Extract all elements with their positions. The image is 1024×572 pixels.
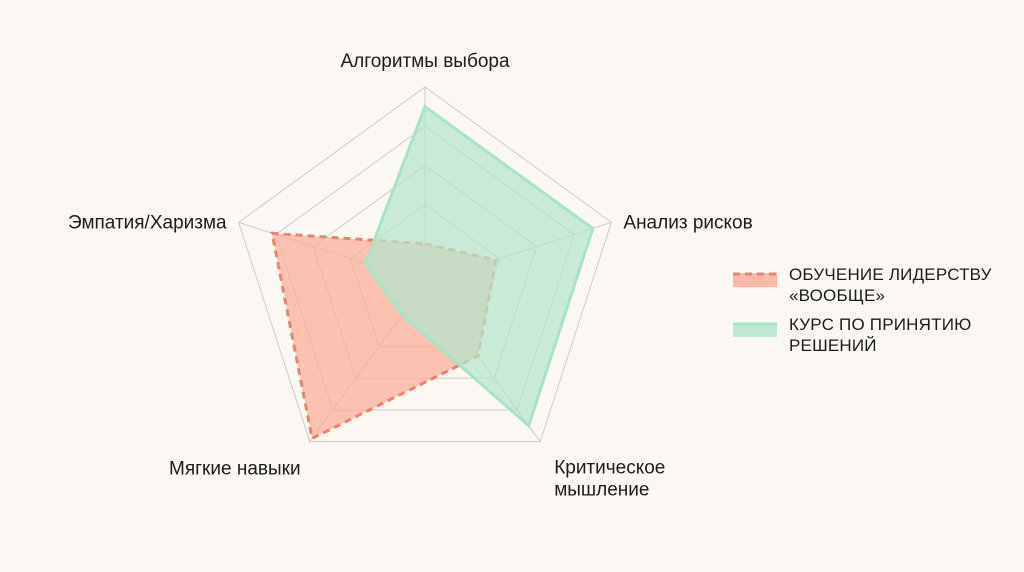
axis-label-3-line-2: мышление bbox=[554, 480, 649, 501]
axis-labels: Алгоритмы выбора Анализ рисков Критическое… bbox=[68, 51, 753, 501]
legend: ОБУЧЕНИЕ ЛИДЕРСТВУ «ВООБЩЕ» КУРС ПО ПРИНЯТ… bbox=[733, 265, 992, 355]
legend-label-1-line-2: «ВООБЩЕ» bbox=[789, 286, 885, 305]
axis-label-4-line-1: Мягкие навыки bbox=[169, 459, 301, 480]
series-area-2 bbox=[363, 104, 595, 429]
legend-swatch-2 bbox=[733, 323, 777, 337]
radar-series-layer bbox=[270, 104, 595, 441]
legend-label-1-line-1: ОБУЧЕНИЕ ЛИДЕРСТВУ bbox=[789, 265, 992, 284]
legend-swatch-1 bbox=[733, 273, 777, 287]
legend-label-2-line-2: РЕШЕНИЙ bbox=[789, 336, 877, 355]
axis-label-3-line-1: Критическое bbox=[554, 458, 665, 479]
axis-label-2-line-1: Анализ рисков bbox=[623, 212, 752, 233]
axis-label-5-line-1: Эмпатия/Харизма bbox=[68, 212, 227, 233]
legend-label-2-line-1: КУРС ПО ПРИНЯТИЮ bbox=[789, 315, 972, 334]
grid-ring-5 bbox=[238, 86, 612, 443]
axis-label-1-line-1: Алгоритмы выбора bbox=[340, 51, 509, 72]
